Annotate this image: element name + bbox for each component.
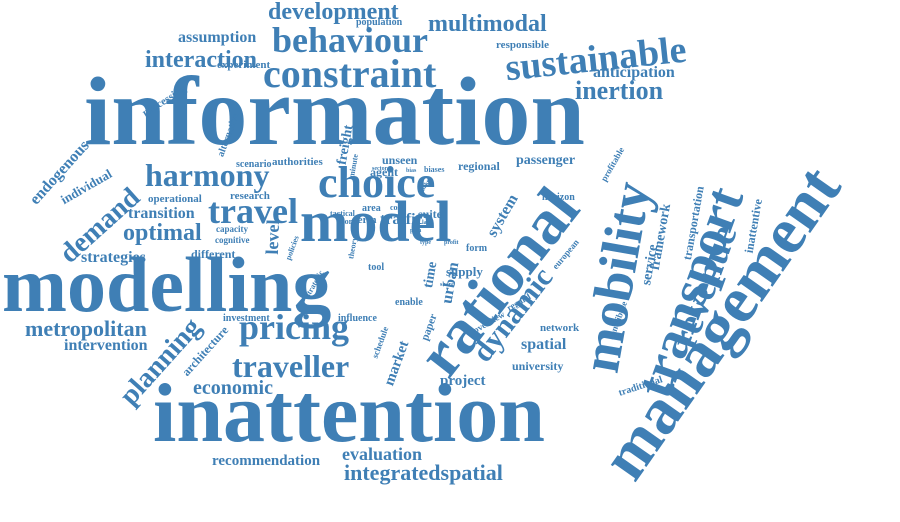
word-anticipation: anticipation [593,64,675,81]
word-population: population [356,17,403,28]
word-assumption: assumption [178,29,257,46]
word-economic: economic [193,377,273,399]
word-authorities: authorities [272,156,323,168]
word-different: different [191,247,236,261]
word-form: form [466,243,488,254]
word-research: research [230,190,270,202]
word-term: term [354,214,377,226]
word-travel: travel [208,191,298,231]
word-more: more [338,217,356,226]
word-biases: biases [424,165,445,174]
word-traveller: traveller [232,348,350,384]
word-passenger: passenger [516,153,576,168]
word-spatial: spatial [521,336,567,353]
word-recommendation: recommendation [212,453,321,469]
word-schedule: schedule [369,325,391,360]
word-tactical: tactical [330,209,355,218]
word-evaluation: evaluation [342,444,423,464]
word-scenario: scenario [236,159,272,170]
word-harmony: harmony [145,157,270,193]
word-bias: bias [406,168,417,174]
word-share: share [440,282,454,288]
word-strategies: strategies [81,249,146,266]
word-transition: transition [128,205,195,222]
word-investment: investment [223,313,270,324]
word-level: level [261,219,284,255]
word-inertion: inertion [575,76,664,105]
word-development: development [268,0,399,25]
word-agent: agent [370,165,398,179]
word-sector: sector [372,166,388,172]
word-enable: enable [395,297,423,308]
word-behaviour: behaviour [272,20,429,60]
word-metropolitan: metropolitan [25,316,147,341]
word-pricing: pricing [239,307,350,347]
word-type: type [420,240,431,246]
word-capacity: capacity [216,224,248,234]
word-operational: operational [148,193,202,205]
word-university: university [512,359,564,373]
word-responsible: responsible [496,39,549,51]
word-unseen: unseen [382,153,418,167]
word-model: model [300,189,452,254]
word-regional: regional [458,159,500,173]
word-cost: cost [390,203,404,212]
word-land: land [422,220,434,226]
word-area: area [362,203,381,214]
word-inattention: inattention [153,367,546,460]
word-constraint: constraint [263,51,437,96]
word-modelling: modelling [2,241,332,328]
word-interaction: interaction [145,47,257,73]
word-multimodal: multimodal [428,11,547,37]
word-information: information [84,58,585,166]
word-intervention: intervention [64,337,148,354]
word-suite: suite [418,207,442,221]
word-influence: influence [338,313,377,324]
word-time: time [421,260,441,290]
word-supply: supply [446,264,483,279]
word-network: network [540,322,580,334]
word-profitable: profitable [598,145,627,184]
word-choice: choice [318,158,436,207]
word-experiment: experiment [217,59,271,71]
word-integratedspatial: integratedspatial [344,460,503,485]
word-traffic: traffic [380,211,423,228]
word-tool: tool [368,262,385,273]
word-plan: plan [410,228,422,234]
word-cognitive: cognitive [215,235,250,245]
word-profit: profit [444,240,459,246]
word-optimal: optimal [123,220,202,246]
word-horizon: horizon [542,192,575,203]
word-project: project [440,373,486,389]
